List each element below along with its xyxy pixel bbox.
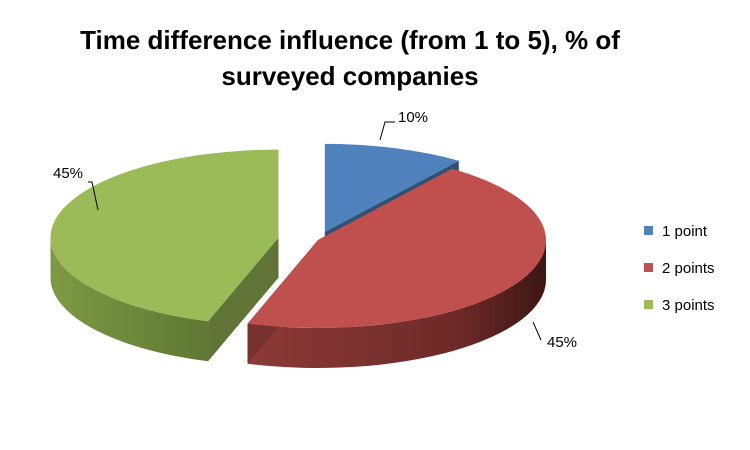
data-label-3: 45%	[53, 165, 83, 182]
legend-label-1: 1 point	[662, 223, 708, 240]
legend-swatch-3	[644, 300, 653, 309]
pie-slices	[50, 143, 546, 368]
pie-slice-2	[247, 168, 546, 328]
data-label-leader-3	[88, 181, 99, 211]
data-label-1: 10%	[398, 109, 428, 126]
data-label-2: 45%	[547, 334, 577, 351]
legend-swatch-2	[644, 263, 653, 272]
data-label-leader-2	[532, 321, 542, 341]
legend: 1 point 2 points 3 points	[644, 223, 715, 314]
pie-data-labels: 10% 45% 45%	[53, 109, 577, 351]
chart-title-line-2: surveyed companies	[221, 61, 479, 91]
pie-slice-3	[50, 149, 279, 322]
legend-label-2: 2 points	[662, 260, 715, 277]
pie-cut-face-2-0	[208, 237, 279, 362]
pie-side-wall-1	[247, 240, 546, 368]
data-label-leader-1	[379, 121, 395, 141]
chart-title: Time difference influence (from 1 to 5),…	[40, 22, 660, 94]
legend-label-3: 3 points	[662, 297, 715, 314]
chart-title-line-1: Time difference influence (from 1 to 5),…	[80, 25, 620, 55]
pie-side-wall-2	[50, 237, 209, 362]
legend-swatch-1	[644, 226, 653, 235]
pie-slice-1	[324, 143, 459, 232]
